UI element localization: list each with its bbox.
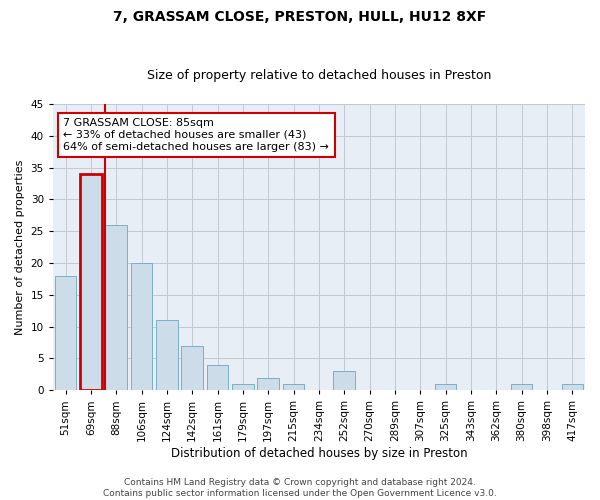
Text: Contains HM Land Registry data © Crown copyright and database right 2024.
Contai: Contains HM Land Registry data © Crown c… (103, 478, 497, 498)
Text: 7 GRASSAM CLOSE: 85sqm
← 33% of detached houses are smaller (43)
64% of semi-det: 7 GRASSAM CLOSE: 85sqm ← 33% of detached… (64, 118, 329, 152)
Y-axis label: Number of detached properties: Number of detached properties (15, 160, 25, 335)
Bar (283, 384, 304, 390)
Bar (257, 378, 279, 390)
Bar (156, 320, 178, 390)
Bar (80, 174, 101, 390)
Bar (106, 225, 127, 390)
Text: 7, GRASSAM CLOSE, PRESTON, HULL, HU12 8XF: 7, GRASSAM CLOSE, PRESTON, HULL, HU12 8X… (113, 10, 487, 24)
Bar (435, 384, 457, 390)
Bar (131, 263, 152, 390)
Bar (55, 276, 76, 390)
Bar (232, 384, 254, 390)
Bar (181, 346, 203, 391)
Bar (207, 365, 229, 390)
Bar (562, 384, 583, 390)
Bar (80, 174, 101, 390)
X-axis label: Distribution of detached houses by size in Preston: Distribution of detached houses by size … (170, 447, 467, 460)
Title: Size of property relative to detached houses in Preston: Size of property relative to detached ho… (147, 69, 491, 82)
Bar (511, 384, 532, 390)
Bar (334, 371, 355, 390)
